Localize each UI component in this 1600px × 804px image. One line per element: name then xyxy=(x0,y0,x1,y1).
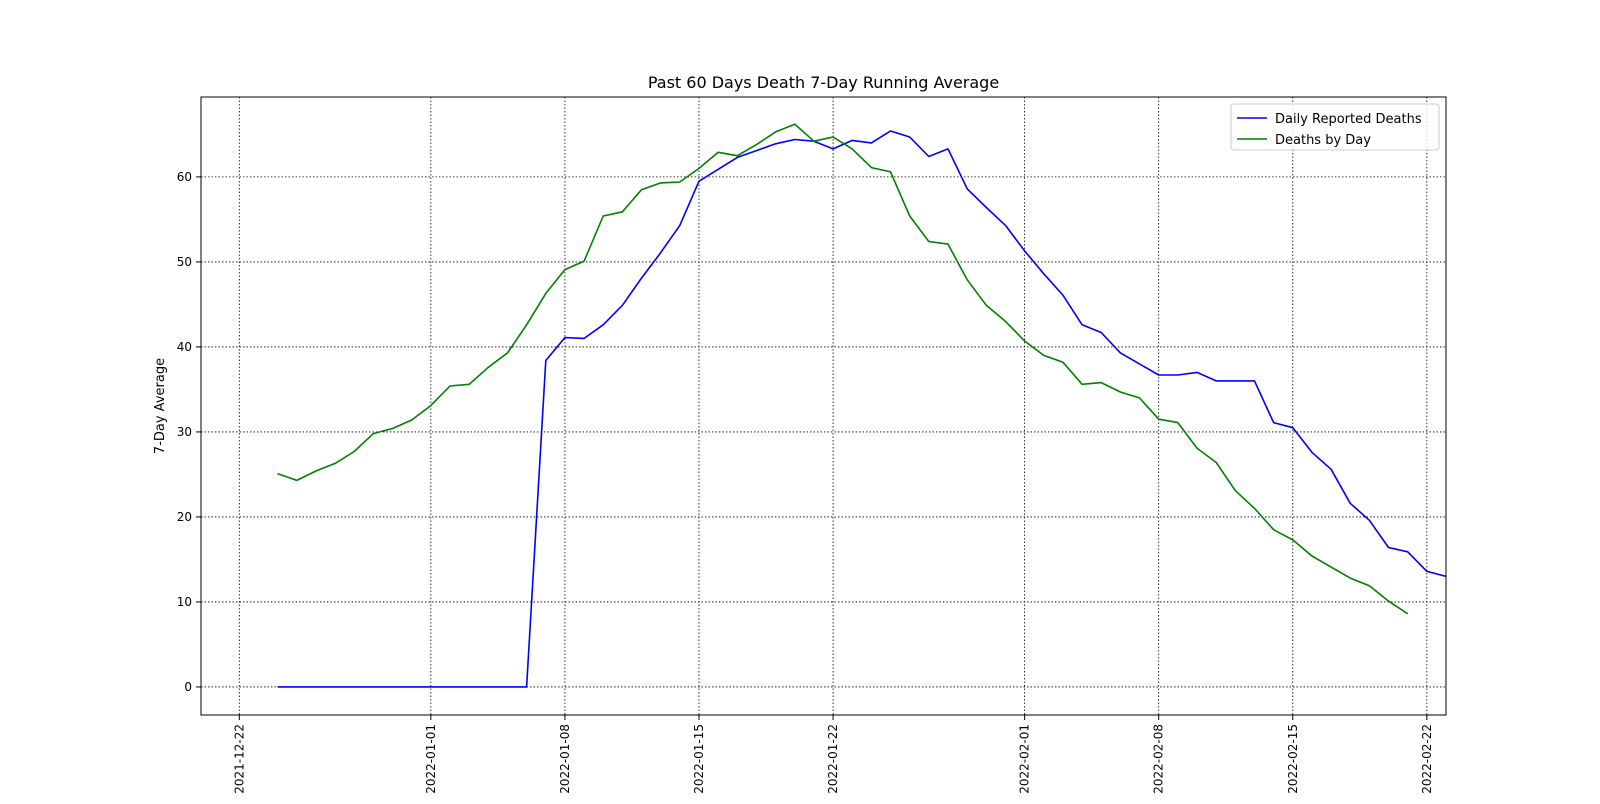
axis-ticks: 2021-12-22 2022-01-01 2022-01-08 2022-01-15… xyxy=(177,170,1434,794)
y-tick-label: 30 xyxy=(177,425,192,439)
y-tick-label: 40 xyxy=(177,340,192,354)
grid xyxy=(201,97,1446,715)
legend-label: Daily Reported Deaths xyxy=(1275,112,1422,127)
plot-frame xyxy=(200,96,1447,716)
x-tick-label: 2022-02-22 xyxy=(1420,724,1434,794)
legend-box xyxy=(1230,103,1440,151)
x-tick-label: 2022-02-15 xyxy=(1286,724,1300,794)
x-tick-label: 2022-01-15 xyxy=(692,724,706,794)
y-tick-label: 60 xyxy=(177,170,192,184)
series-line-1 xyxy=(277,123,1409,615)
x-tick-label: 2022-02-08 xyxy=(1152,724,1166,794)
x-tick-label: 2021-12-22 xyxy=(232,724,246,794)
series-line-0 xyxy=(277,130,1447,688)
y-axis-label: 7-Day Average xyxy=(153,358,168,454)
chart-title: Past 60 Days Death 7-Day Running Average xyxy=(648,73,999,92)
x-tick-label: 2022-01-08 xyxy=(558,724,572,794)
legend-label: Deaths by Day xyxy=(1275,133,1371,148)
y-tick-label: 20 xyxy=(177,510,192,524)
y-tick-label: 0 xyxy=(184,680,192,694)
x-tick-label: 2022-01-01 xyxy=(424,724,438,794)
series-lines xyxy=(277,123,1447,688)
y-tick-label: 50 xyxy=(177,255,192,269)
y-tick-label: 10 xyxy=(177,595,192,609)
legend: Daily Reported Deaths Deaths by Day xyxy=(1230,103,1440,151)
x-tick-label: 2022-01-22 xyxy=(826,724,840,794)
x-tick-label: 2022-02-01 xyxy=(1018,724,1032,794)
